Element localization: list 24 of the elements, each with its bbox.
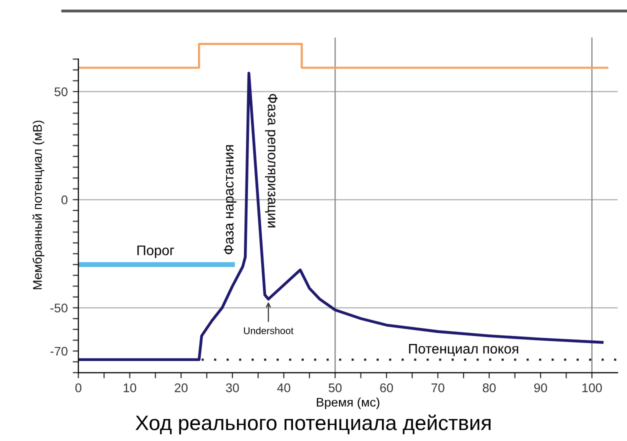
x-axis-title: Время (мс) xyxy=(316,397,380,410)
annotation: Undershoot xyxy=(244,327,294,334)
y-tick-label: 0 xyxy=(61,195,68,204)
x-tick-label: 30 xyxy=(226,383,239,392)
y-tick-label: -50 xyxy=(50,304,68,312)
x-tick-label: 50 xyxy=(328,383,342,392)
annotation: Порог xyxy=(137,246,174,258)
x-tick-label: 10 xyxy=(124,383,136,392)
x-tick-label: 0 xyxy=(75,383,82,392)
x-tick-label: 100 xyxy=(582,383,602,392)
y-tick-label: 50 xyxy=(54,87,68,96)
y-axis-title: Мембранный потенциал (мВ) xyxy=(32,120,44,290)
y-tick-label: -70 xyxy=(50,346,68,356)
x-tick-label: 60 xyxy=(380,383,393,392)
x-tick-label: 40 xyxy=(277,383,290,392)
x-tick-label: 20 xyxy=(174,383,188,392)
annotation: Фаза реполяризации xyxy=(264,94,278,228)
annotation: Фаза нарастания xyxy=(224,145,236,254)
line-series xyxy=(78,72,604,362)
x-tick-label: 80 xyxy=(482,383,496,392)
text: Ход реального потенциала действия xyxy=(136,414,491,434)
x-tick-label: 70 xyxy=(432,383,444,392)
x-tick-label: 90 xyxy=(534,383,548,392)
annotation: Потенциал покоя xyxy=(409,344,518,356)
